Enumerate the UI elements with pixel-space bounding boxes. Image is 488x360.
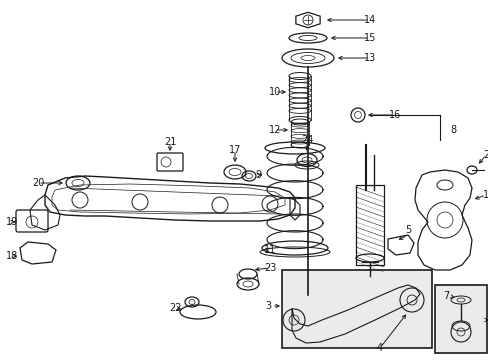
Text: 1: 1 — [482, 190, 488, 200]
Bar — [282, 270, 431, 348]
Bar — [355, 185, 383, 265]
Text: 24: 24 — [300, 135, 312, 145]
Text: 22: 22 — [169, 303, 182, 313]
Text: 19: 19 — [6, 217, 18, 227]
Text: 7: 7 — [442, 291, 448, 301]
Text: 14: 14 — [363, 15, 375, 25]
Text: 10: 10 — [268, 87, 281, 97]
Text: 23: 23 — [263, 263, 276, 273]
Text: 20: 20 — [32, 178, 44, 188]
Text: 17: 17 — [228, 145, 241, 155]
Text: 13: 13 — [363, 53, 375, 63]
Text: 3: 3 — [264, 301, 270, 311]
Text: 12: 12 — [268, 125, 281, 135]
Text: 2: 2 — [482, 150, 488, 160]
Text: 9: 9 — [254, 170, 261, 180]
Text: 5: 5 — [404, 225, 410, 235]
Text: 15: 15 — [363, 33, 375, 43]
Text: 21: 21 — [163, 137, 176, 147]
Text: 4: 4 — [376, 343, 382, 353]
Text: 18: 18 — [6, 251, 18, 261]
Text: 8: 8 — [449, 125, 455, 135]
Text: 16: 16 — [388, 110, 400, 120]
Bar — [434, 285, 486, 353]
Text: 11: 11 — [264, 245, 276, 255]
